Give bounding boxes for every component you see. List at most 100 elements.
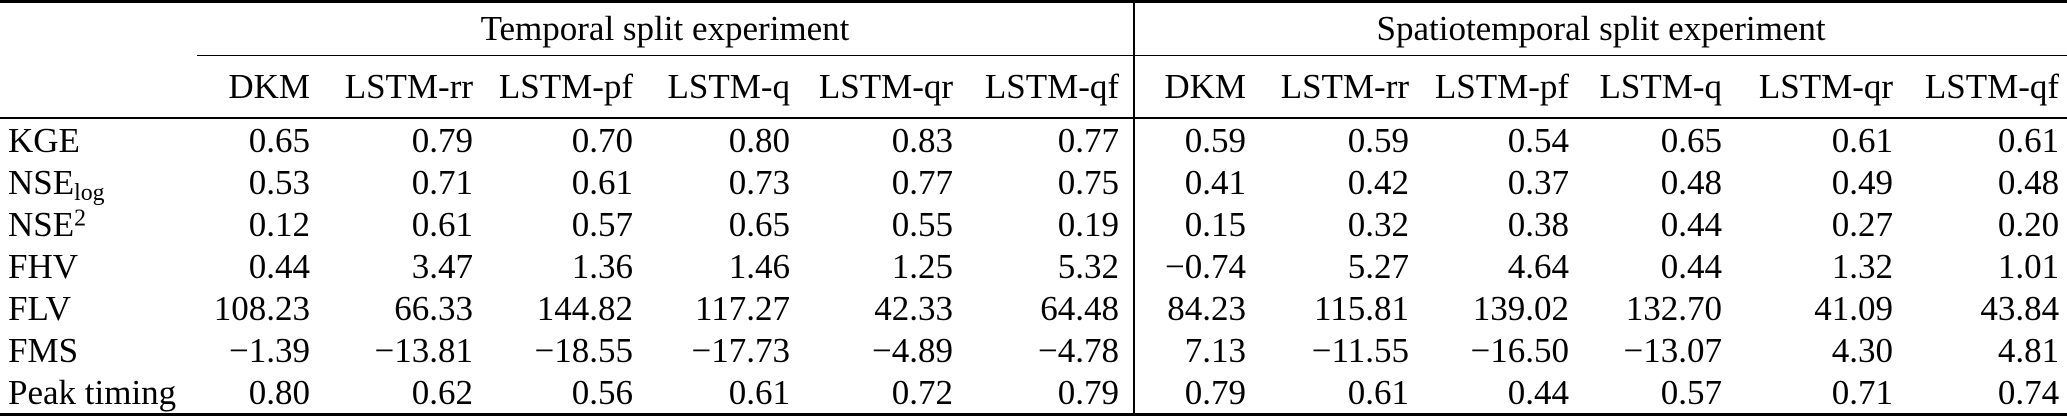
metric-value-cell: 139.02 [1472, 288, 1569, 328]
metric-value-cell: 0.72 [891, 372, 953, 412]
corner-cell [0, 55, 197, 119]
metric-label-cell: FMS [0, 329, 197, 371]
metric-label: FLV [8, 288, 71, 328]
metric-value-cell: 1.46 [728, 246, 790, 286]
metric-value-cell: 117.27 [695, 288, 790, 328]
metric-value-cell: 0.61 [571, 162, 633, 202]
metric-value-cell: 41.09 [1814, 288, 1893, 328]
metric-value-cell: 0.48 [1997, 162, 2060, 202]
metric-value-cell: 0.19 [1057, 204, 1119, 244]
metric-value-cell: 0.44 [248, 246, 310, 286]
table-body: KGE 0.65 0.79 0.70 0.80 0.83 0.77 0.59 0.59 0.54 0… [0, 118, 2067, 415]
metric-value-cell: 0.41 [1133, 161, 1246, 203]
column-header-lstm-q-spatiotemporal: LSTM-q [1569, 55, 1722, 119]
metric-value-cell: 0.61 [411, 204, 473, 244]
metric-value-cell: −13.81 [374, 330, 474, 370]
metric-value-cell: 0.65 [248, 120, 310, 160]
table-row: NSElog 0.53 0.71 0.61 0.73 0.77 0.75 0.41 0.42 0.… [0, 161, 2067, 205]
metric-value-cell: −13.07 [1623, 330, 1723, 370]
metric-value-cell: 0.48 [1660, 162, 1722, 202]
column-header-dkm-spatiotemporal: DKM [1133, 55, 1246, 119]
metric-value-cell: 7.13 [1133, 329, 1246, 371]
metric-value-cell: 0.42 [1347, 162, 1409, 202]
metric-value-cell: 108.23 [213, 288, 310, 328]
metric-label-superscript: 2 [74, 204, 87, 231]
metric-value-cell: 0.59 [1133, 118, 1246, 161]
metric-value-cell: 0.61 [1347, 372, 1409, 412]
metric-value-cell: 5.32 [1057, 246, 1119, 286]
table-row: KGE 0.65 0.79 0.70 0.80 0.83 0.77 0.59 0.59 0.54 0… [0, 118, 2067, 161]
metric-value-cell: 0.70 [571, 120, 633, 160]
metric-value-cell: 42.33 [874, 288, 953, 328]
metric-value-cell: 0.53 [248, 162, 310, 202]
metric-value-cell: 0.73 [728, 162, 790, 202]
table-row: FHV 0.44 3.47 1.36 1.46 1.25 5.32 −0.74 5.27 4.64… [0, 245, 2067, 287]
metric-value-cell: −17.73 [691, 330, 791, 370]
metric-value-cell: 1.32 [1831, 246, 1893, 286]
metric-value-cell: 5.27 [1347, 246, 1409, 286]
metric-value-cell: −18.55 [534, 330, 634, 370]
metric-value-cell: 0.61 [1831, 120, 1893, 160]
metric-value-cell: −16.50 [1470, 330, 1570, 370]
metric-value-cell: 0.54 [1507, 120, 1569, 160]
metric-value-cell: −0.74 [1133, 245, 1246, 287]
metric-value-cell: 0.65 [1660, 120, 1722, 160]
metric-label: FMS [8, 330, 79, 370]
metric-value-cell: 4.30 [1831, 330, 1893, 370]
metric-value-cell: 0.57 [571, 204, 633, 244]
metric-value-cell: 0.75 [1057, 162, 1119, 202]
metric-value-cell: 132.70 [1625, 288, 1722, 328]
metric-label: NSE [8, 204, 75, 244]
group-header-row: Temporal split experiment Spatiotemporal… [0, 1, 2067, 56]
metric-value-cell: 0.61 [728, 372, 790, 412]
metric-value-cell: 0.79 [1057, 372, 1119, 412]
metric-value-cell: 0.71 [411, 162, 473, 202]
metric-value-cell: 0.80 [728, 120, 790, 160]
metric-label-cell: NSE2 [0, 203, 197, 245]
metric-value-cell: 1.25 [891, 246, 953, 286]
column-header-lstm-pf-spatiotemporal: LSTM-pf [1409, 55, 1569, 119]
metric-value-cell: 43.84 [1980, 288, 2060, 328]
metric-value-cell: 0.80 [248, 372, 310, 412]
metric-value-cell: 64.48 [1040, 288, 1119, 328]
metric-label: NSE [8, 162, 75, 202]
metric-value-cell: −11.55 [1311, 330, 1409, 370]
metric-value-cell: 0.79 [1133, 371, 1246, 415]
metric-label-cell: NSElog [0, 161, 197, 205]
metric-label-cell: FLV [0, 287, 197, 329]
metric-value-cell: 0.65 [728, 204, 790, 244]
metric-value-cell: 0.59 [1347, 120, 1409, 160]
table-row: NSE2 0.12 0.61 0.57 0.65 0.55 0.19 0.15 0.32 0.38… [0, 203, 2067, 245]
metric-value-cell: 0.12 [248, 204, 310, 244]
metric-value-cell: 0.38 [1507, 204, 1569, 244]
column-header-lstm-rr-temporal: LSTM-rr [310, 55, 473, 119]
group-header-spatiotemporal: Spatiotemporal split experiment [1132, 1, 2067, 56]
table-row: FMS −1.39 −13.81 −18.55 −17.73 −4.89 −4.78 7.13… [0, 329, 2067, 371]
metric-value-cell: −4.89 [872, 330, 953, 370]
column-header-lstm-qr-spatiotemporal: LSTM-qr [1722, 55, 1893, 119]
table-row: Peak timing 0.80 0.62 0.56 0.61 0.72 0.79 0.79 0… [0, 371, 2067, 415]
metric-value-cell: 0.56 [571, 372, 633, 412]
metric-value-cell: −1.39 [229, 330, 310, 370]
column-header-lstm-qf-temporal: LSTM-qf [953, 55, 1134, 119]
column-header-row: DKM LSTM-rr LSTM-pf LSTM-q LSTM-qr LSTM-… [0, 55, 2067, 119]
metric-value-cell: 66.33 [394, 288, 473, 328]
metric-value-cell: 0.44 [1660, 246, 1722, 286]
metric-label-cell: FHV [0, 245, 197, 287]
corner-cell [0, 2, 197, 56]
metric-value-cell: 0.37 [1507, 162, 1569, 202]
column-header-dkm-temporal: DKM [197, 55, 310, 119]
metric-value-cell: 0.20 [1997, 204, 2060, 244]
metric-label: KGE [8, 120, 80, 160]
group-header-temporal: Temporal split experiment [197, 1, 1134, 56]
metric-value-cell: 3.47 [411, 246, 473, 286]
metric-value-cell: 84.23 [1133, 287, 1246, 329]
metric-value-cell: 4.81 [1997, 330, 2060, 370]
metric-value-cell: 0.77 [891, 162, 953, 202]
metric-value-cell: 0.49 [1831, 162, 1893, 202]
metric-value-cell: 0.27 [1831, 204, 1893, 244]
metric-value-cell: 0.71 [1831, 372, 1893, 412]
column-header-lstm-pf-temporal: LSTM-pf [473, 55, 633, 119]
